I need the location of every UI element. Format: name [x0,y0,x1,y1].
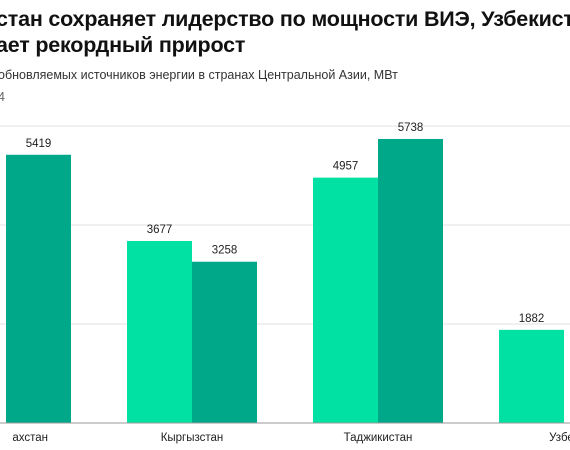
bar-series-1-2 [127,240,192,423]
chart-title-line-2: ает рекордный прирост [0,33,246,57]
bar-series-2-1 [6,154,71,423]
x-tick-label: ахстан [12,432,48,444]
data-label: 4957 [333,161,359,173]
bar-series-2-3 [378,138,443,423]
x-tick-label: Таджикистан [344,432,413,444]
x-tick-label: Узбек [549,432,570,444]
data-label: 5419 [26,138,52,150]
x-tick-label: Кыргызстан [161,432,224,444]
chart-title: стан сохраняет лидерство по мощности ВИЭ… [0,6,570,58]
data-label: 3258 [212,245,238,257]
data-label: 1882 [519,313,545,325]
chart-subtitle: обновляемых источников энергии в странах… [0,68,398,82]
chart-title-line-1: стан сохраняет лидерство по мощности ВИЭ… [0,7,570,31]
bar-series-2-2 [192,261,257,423]
data-label: 5738 [398,122,424,134]
bar-series-1-3 [313,177,378,423]
data-label: 3677 [147,224,173,236]
chart-subtitle-note: 4 [0,90,5,104]
bar-series-1-4 [499,329,564,423]
